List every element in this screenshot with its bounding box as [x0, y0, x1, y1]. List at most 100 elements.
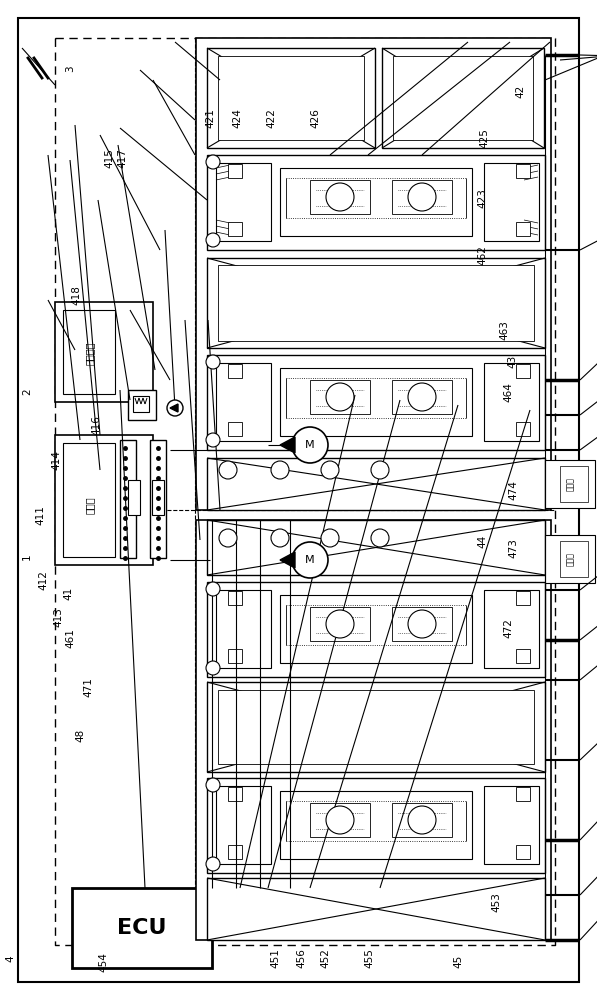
Bar [216, 786, 271, 864]
Bar [310, 380, 370, 414]
Bar [382, 48, 544, 148]
Text: 414: 414 [52, 450, 61, 470]
Text: 421: 421 [205, 108, 215, 128]
Circle shape [408, 183, 436, 211]
Bar [280, 791, 472, 859]
Circle shape [219, 529, 237, 547]
Text: 43: 43 [507, 355, 517, 368]
Bar [516, 422, 530, 436]
Text: 4: 4 [6, 955, 16, 962]
Text: 416: 416 [92, 415, 101, 435]
Text: 425: 425 [480, 128, 490, 148]
Text: 45: 45 [454, 955, 463, 968]
Circle shape [321, 461, 339, 479]
Text: 453: 453 [492, 892, 501, 912]
Bar [484, 163, 539, 241]
Circle shape [271, 461, 289, 479]
Text: M: M [305, 555, 315, 565]
Circle shape [206, 355, 220, 369]
Bar [216, 590, 271, 668]
Bar [207, 520, 545, 575]
Bar [545, 460, 595, 508]
Text: 418: 418 [72, 285, 81, 305]
Text: 462: 462 [478, 245, 487, 265]
Bar [545, 535, 595, 583]
Circle shape [292, 427, 328, 463]
Text: 411: 411 [36, 505, 45, 525]
Bar [516, 364, 530, 378]
Bar [228, 649, 242, 663]
Bar [516, 845, 530, 859]
Bar [392, 607, 452, 641]
Text: 454: 454 [99, 952, 108, 972]
Bar [310, 803, 370, 837]
Bar [218, 265, 534, 341]
Text: 3: 3 [66, 65, 75, 72]
Bar [228, 845, 242, 859]
Bar [516, 649, 530, 663]
Text: 412: 412 [38, 570, 48, 590]
Bar [228, 364, 242, 378]
Circle shape [321, 529, 339, 547]
Bar [280, 368, 472, 436]
Text: 417: 417 [118, 148, 127, 168]
Bar [560, 466, 588, 502]
Circle shape [271, 529, 289, 547]
Text: M: M [305, 440, 315, 450]
Text: 48: 48 [76, 729, 85, 742]
Bar [63, 310, 115, 394]
Circle shape [206, 661, 220, 675]
Text: 463: 463 [500, 320, 509, 340]
Text: 储液罐: 储液罐 [85, 496, 95, 514]
Bar [516, 787, 530, 801]
Bar [484, 786, 539, 864]
Bar [218, 56, 364, 140]
Bar [228, 422, 242, 436]
Bar [207, 155, 545, 250]
Bar [216, 163, 271, 241]
Text: 42: 42 [516, 85, 525, 98]
Circle shape [206, 778, 220, 792]
Bar [196, 520, 551, 940]
Text: 455: 455 [364, 948, 374, 968]
Text: 456: 456 [297, 948, 306, 968]
Bar [516, 591, 530, 605]
Bar [516, 222, 530, 236]
Bar [392, 380, 452, 414]
Polygon shape [280, 437, 295, 453]
Text: 422: 422 [267, 108, 276, 128]
Circle shape [219, 461, 237, 479]
Text: 473: 473 [509, 538, 518, 558]
Text: 44: 44 [478, 535, 487, 548]
Bar [484, 363, 539, 441]
Text: 高压气罐: 高压气罐 [85, 341, 95, 365]
Polygon shape [170, 404, 178, 412]
Text: 471: 471 [84, 677, 93, 697]
Bar [280, 168, 472, 236]
Circle shape [326, 806, 354, 834]
Text: 426: 426 [310, 108, 320, 128]
Circle shape [206, 433, 220, 447]
Text: 1: 1 [22, 553, 32, 560]
Text: 451: 451 [271, 948, 281, 968]
Text: 472: 472 [504, 618, 513, 638]
Circle shape [326, 383, 354, 411]
Text: 423: 423 [478, 188, 487, 208]
Text: 452: 452 [321, 948, 330, 968]
Bar [120, 440, 136, 558]
Bar [516, 164, 530, 178]
Circle shape [206, 233, 220, 247]
Bar [207, 258, 545, 348]
Bar [310, 180, 370, 214]
Bar [150, 440, 166, 558]
Text: 2: 2 [22, 388, 32, 395]
Bar [207, 355, 545, 450]
Bar [128, 390, 156, 420]
Bar [207, 878, 545, 940]
Text: 41: 41 [64, 587, 73, 600]
Bar [55, 302, 153, 402]
Text: 储液罐: 储液罐 [565, 552, 574, 566]
Bar [128, 480, 140, 515]
Bar [228, 222, 242, 236]
Bar [392, 180, 452, 214]
